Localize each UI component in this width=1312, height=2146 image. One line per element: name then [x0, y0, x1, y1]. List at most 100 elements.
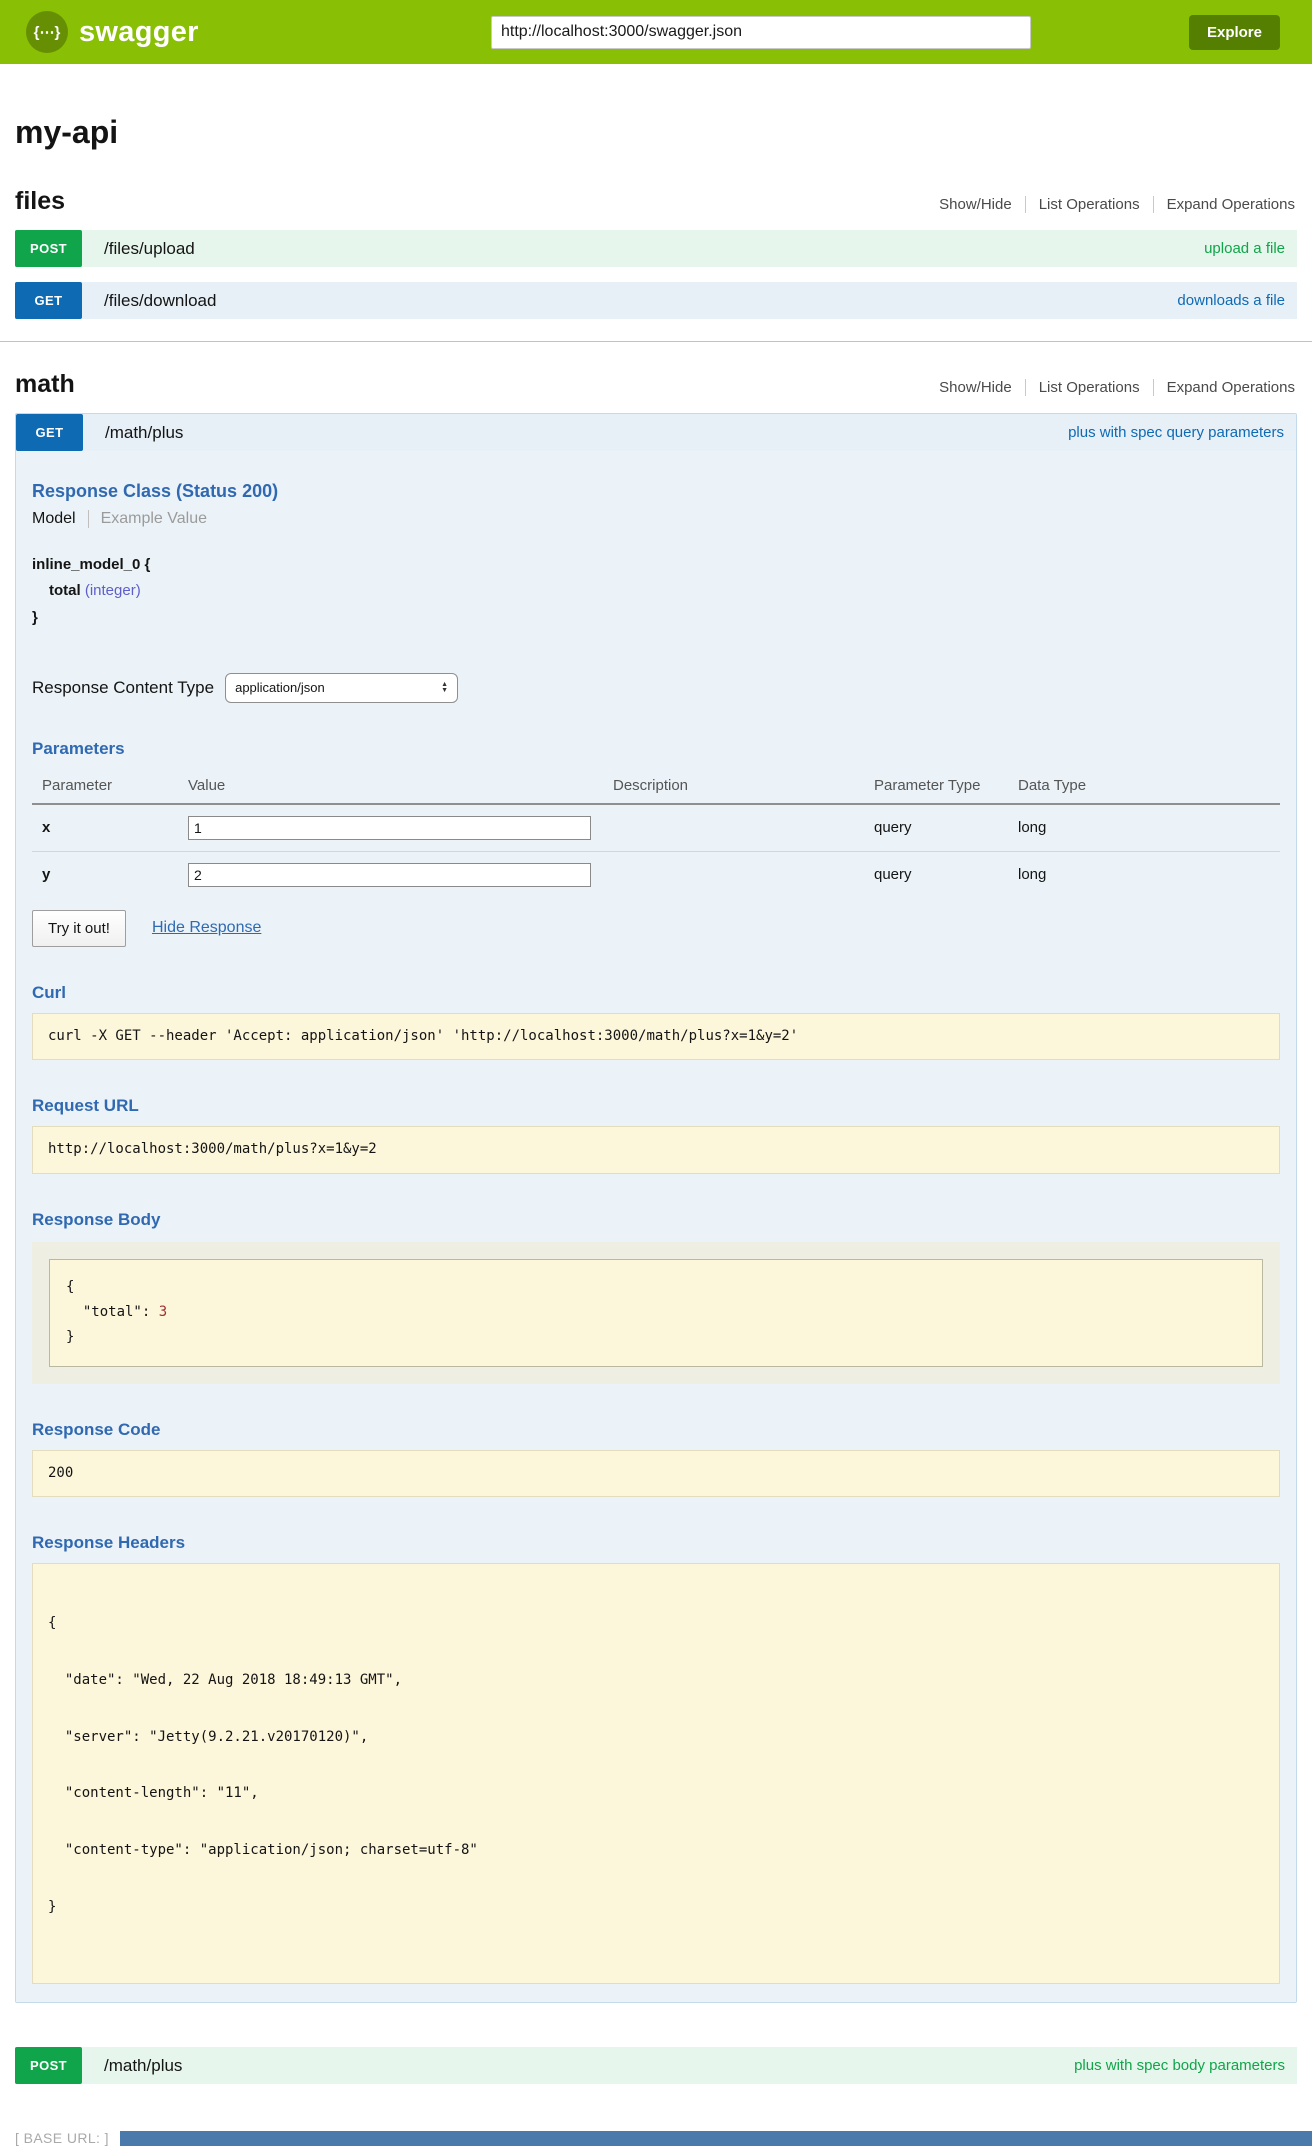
model-property-type: (integer) — [84, 582, 141, 600]
param-name-x: x — [42, 819, 51, 837]
param-name-y: y — [42, 866, 51, 884]
response-headers-line: "date": "Wed, 22 Aug 2018 18:49:13 GMT", — [48, 1671, 403, 1688]
request-url-heading: Request URL — [32, 1096, 139, 1116]
response-content-type-select[interactable]: application/json ▲ ▼ — [225, 672, 459, 703]
response-body-key: "total": — [66, 1304, 159, 1321]
files-show-hide-link[interactable]: Show/Hide — [939, 196, 1012, 213]
brand-title: swagger — [79, 15, 199, 48]
select-arrows-icon: ▲ ▼ — [441, 680, 449, 694]
math-plus-get-path-link[interactable]: /math/plus — [105, 422, 184, 442]
response-body-close-brace: } — [66, 1329, 75, 1346]
braces-icon: {⋯} — [33, 24, 61, 41]
param-y-parameter-type: query — [874, 866, 912, 884]
get-method-badge: GET — [15, 282, 82, 319]
operation-get-math-plus: GET /math/plus plus with spec query para… — [15, 413, 1297, 2004]
response-body-total-line: "total": 3 — [66, 1300, 1246, 1325]
col-header-parameter: Parameter — [42, 776, 113, 794]
math-section-head: math Show/Hide List Operations Expand Op… — [15, 370, 1297, 399]
swagger-brand[interactable]: {⋯} swagger — [26, 11, 199, 53]
math-section-title: math — [15, 370, 75, 398]
response-headers-line: "content-length": "11", — [48, 1785, 259, 1802]
top-header-bar: {⋯} swagger Explore — [0, 0, 1312, 64]
curl-command-box: curl -X GET --header 'Accept: applicatio… — [32, 1012, 1280, 1061]
spec-url-input[interactable] — [490, 15, 1031, 49]
files-download-path-link[interactable]: /files/download — [104, 290, 217, 310]
parameter-row-x: x query long — [32, 804, 1280, 852]
files-section-head: files Show/Hide List Operations Expand O… — [15, 187, 1297, 216]
response-headers-box: { "date": "Wed, 22 Aug 2018 18:49:13 GMT… — [32, 1563, 1280, 1985]
request-url-box: http://localhost:3000/math/plus?x=1&y=2 — [32, 1126, 1280, 1174]
files-expand-operations-link[interactable]: Expand Operations — [1152, 196, 1297, 213]
response-headers-line: "content-type": "application/json; chars… — [48, 1842, 478, 1859]
response-code-heading: Response Code — [32, 1419, 161, 1439]
param-x-description — [603, 804, 864, 852]
response-body-open-brace: { — [66, 1278, 75, 1295]
operation-row-post-math-plus[interactable]: POST /math/plus plus with spec body para… — [15, 2047, 1297, 2085]
files-section-title: files — [15, 187, 66, 215]
files-section-controls: Show/Hide List Operations Expand Operati… — [926, 196, 1297, 213]
response-body-outer: { "total": 3 } — [32, 1241, 1280, 1384]
explore-button[interactable]: Explore — [1188, 14, 1280, 50]
operation-content: Response Class (Status 200) Model Exampl… — [16, 451, 1296, 2003]
section-math: math Show/Hide List Operations Expand Op… — [15, 370, 1297, 2085]
math-plus-post-path-link[interactable]: /math/plus — [104, 2055, 183, 2075]
math-expand-operations-link[interactable]: Expand Operations — [1152, 379, 1297, 396]
parameters-header-row: Parameter Value Description Parameter Ty… — [32, 769, 1280, 804]
post-method-badge: POST — [15, 2047, 82, 2085]
parameter-row-y: y query long — [32, 851, 1280, 898]
model-close-brace: } — [32, 608, 38, 626]
try-it-out-button[interactable]: Try it out! — [32, 909, 126, 947]
param-x-value-input[interactable] — [188, 815, 591, 840]
section-divider — [0, 341, 1312, 342]
files-upload-summary-link[interactable]: upload a file — [1204, 240, 1285, 257]
operation-row-post-files-upload[interactable]: POST /files/upload upload a file — [15, 230, 1297, 267]
param-y-value-input[interactable] — [188, 862, 591, 887]
tab-model[interactable]: Model — [32, 510, 76, 527]
response-body-box: { "total": 3 } — [49, 1258, 1263, 1367]
param-y-description — [603, 851, 864, 898]
col-header-description: Description — [613, 776, 689, 794]
col-header-parameter-type: Parameter Type — [874, 776, 981, 794]
response-content-type-value: application/json — [235, 680, 325, 696]
response-body-value: 3 — [158, 1304, 168, 1321]
response-headers-heading: Response Headers — [32, 1533, 186, 1553]
main-content: my-api files Show/Hide List Operations E… — [0, 114, 1312, 2146]
model-signature: inline_model_0 { total (integer) } — [32, 552, 1280, 631]
response-code-box: 200 — [32, 1449, 1280, 1498]
math-list-operations-link[interactable]: List Operations — [1024, 379, 1153, 396]
section-files: files Show/Hide List Operations Expand O… — [15, 187, 1297, 319]
model-tabs: Model Example Value — [32, 510, 1280, 528]
page-title: my-api — [15, 114, 119, 150]
model-property: total (integer) — [32, 578, 1280, 604]
swagger-logo-icon: {⋯} — [26, 11, 68, 53]
curl-heading: Curl — [32, 982, 66, 1002]
hide-response-link[interactable]: Hide Response — [151, 919, 262, 937]
math-plus-post-summary-link[interactable]: plus with spec body parameters — [1074, 2057, 1285, 2075]
post-method-badge: POST — [15, 230, 82, 267]
files-list-operations-link[interactable]: List Operations — [1024, 196, 1153, 213]
parameters-table: Parameter Value Description Parameter Ty… — [32, 769, 1280, 898]
files-upload-path-link[interactable]: /files/upload — [104, 238, 195, 258]
model-property-name: total — [49, 582, 81, 600]
param-y-data-type: long — [1018, 866, 1047, 884]
col-header-data-type: Data Type — [1018, 776, 1087, 794]
response-class-heading: Response Class (Status 200) — [32, 481, 279, 501]
response-body-heading: Response Body — [32, 1209, 161, 1229]
math-plus-get-summary-link[interactable]: plus with spec query parameters — [1068, 424, 1284, 441]
math-show-hide-link[interactable]: Show/Hide — [939, 379, 1012, 396]
param-x-data-type: long — [1018, 819, 1047, 837]
get-method-badge: GET — [16, 414, 83, 451]
files-download-summary-link[interactable]: downloads a file — [1177, 292, 1285, 309]
operation-row-get-files-download[interactable]: GET /files/download downloads a file — [15, 282, 1297, 319]
try-it-out-row: Try it out! Hide Response — [32, 909, 1280, 947]
parameters-heading: Parameters — [32, 738, 125, 758]
tab-example-value[interactable]: Example Value — [87, 510, 207, 528]
param-x-parameter-type: query — [874, 819, 912, 837]
response-content-type-label: Response Content Type — [32, 677, 215, 697]
response-headers-line: } — [48, 1898, 57, 1915]
footer-bar — [120, 2131, 1312, 2146]
operation-row-get-math-plus[interactable]: GET /math/plus plus with spec query para… — [16, 414, 1296, 451]
math-section-controls: Show/Hide List Operations Expand Operati… — [926, 379, 1297, 396]
response-headers-line: "server": "Jetty(9.2.21.v20170120)", — [48, 1728, 369, 1745]
response-headers-line: { — [48, 1615, 57, 1632]
